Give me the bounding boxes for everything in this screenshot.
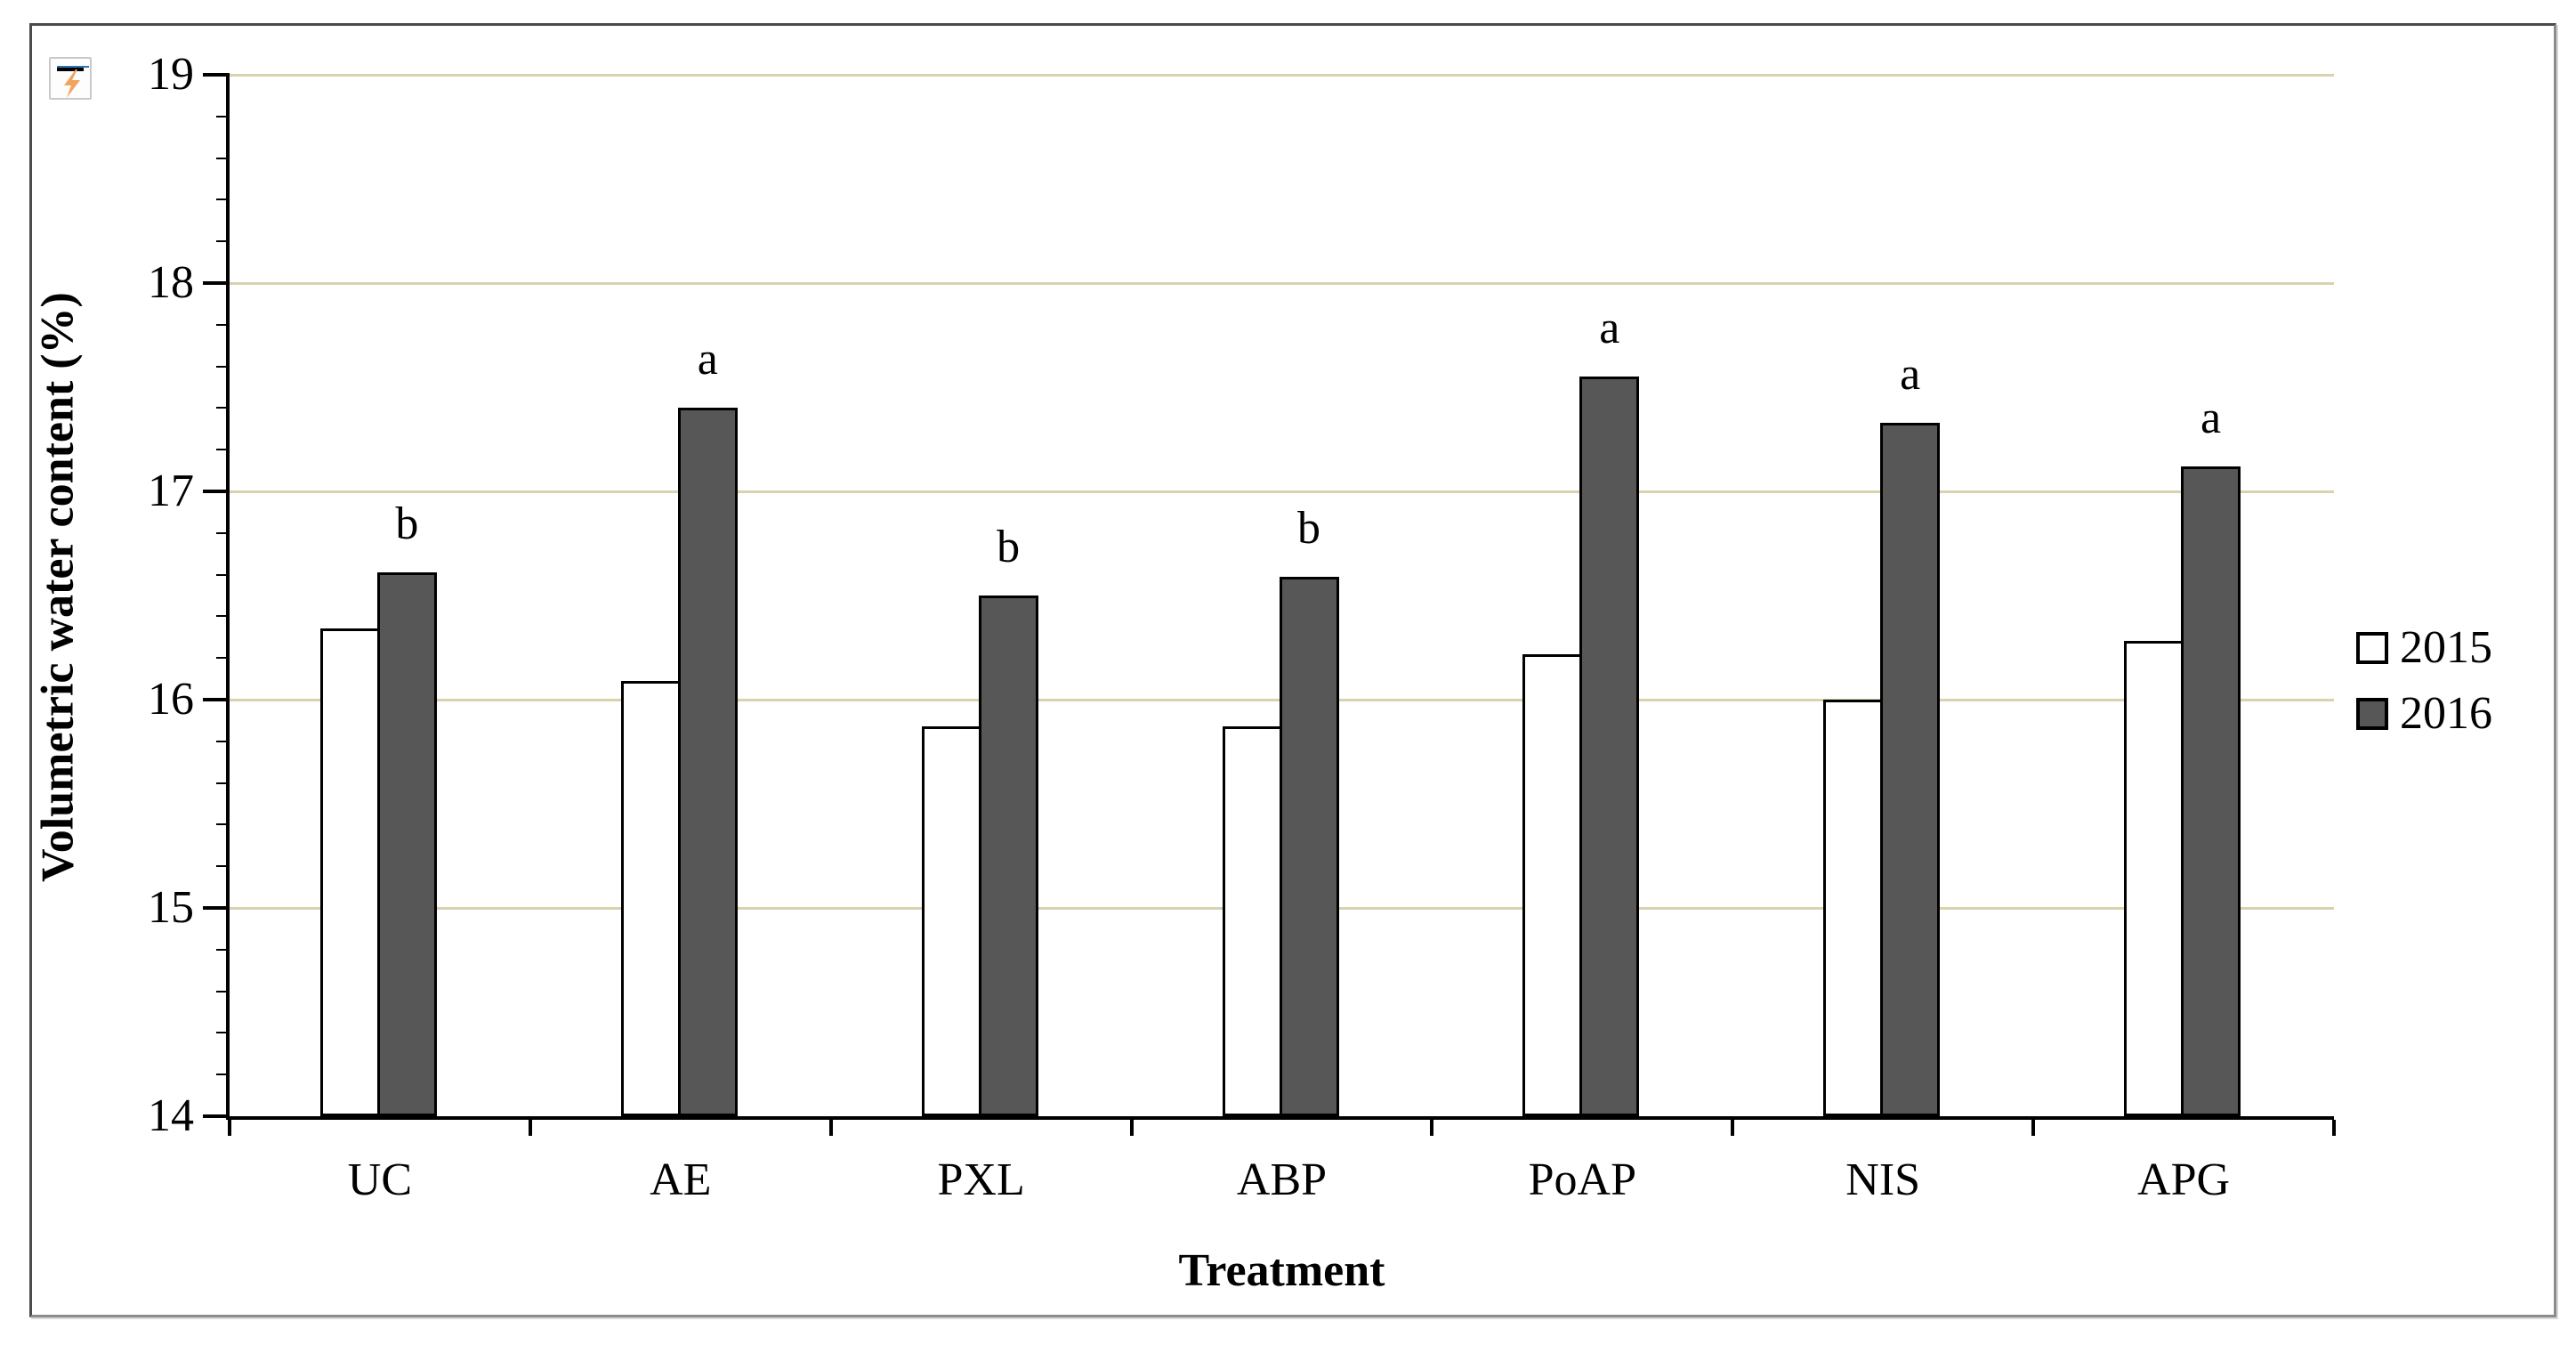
y-minor-tick xyxy=(216,365,230,368)
y-major-tick xyxy=(203,698,230,701)
bar-2016-PoAP xyxy=(1579,377,1640,1116)
y-minor-tick xyxy=(216,407,230,409)
bar-2015-PoAP xyxy=(1522,653,1583,1116)
lightning-bolt-icon xyxy=(64,69,80,98)
y-axis-line xyxy=(226,75,230,1120)
y-minor-tick xyxy=(216,615,230,618)
y-minor-tick xyxy=(216,1074,230,1076)
x-axis-category-label: PoAP xyxy=(1528,1155,1637,1205)
bar-2015-APG xyxy=(2124,641,2184,1116)
legend: 2015 2016 xyxy=(2356,625,2492,737)
y-axis-title: Volumetric water content (%) xyxy=(32,292,84,883)
significance-letter: b xyxy=(1297,502,1320,554)
y-major-tick xyxy=(203,73,230,77)
x-axis-category-label: PXL xyxy=(937,1155,1025,1205)
y-major-tick xyxy=(203,906,230,910)
bar-2016-UC xyxy=(376,572,437,1116)
significance-letter: a xyxy=(1900,348,1921,400)
x-axis-category-label: UC xyxy=(347,1155,413,1205)
significance-letter: a xyxy=(2201,392,2222,443)
bar-2015-PXL xyxy=(921,726,981,1116)
flash-fill-icon[interactable] xyxy=(49,57,92,100)
y-minor-tick xyxy=(216,240,230,243)
flash-fill-icon-blue-line xyxy=(57,66,89,68)
x-axis-tick xyxy=(2031,1120,2036,1136)
x-axis-tick xyxy=(828,1120,833,1136)
significance-letter: b xyxy=(395,498,419,550)
y-minor-tick xyxy=(216,948,230,951)
major-gridline xyxy=(230,73,2334,77)
x-axis-tick xyxy=(1129,1120,1134,1136)
bar-2015-ABP xyxy=(1222,726,1282,1116)
bar-2016-NIS xyxy=(1880,422,1941,1116)
bar-2015-NIS xyxy=(1823,700,1884,1116)
legend-marker-2016 xyxy=(2356,698,2388,730)
y-minor-tick xyxy=(216,782,230,784)
y-minor-tick xyxy=(216,531,230,534)
x-axis-category-label: AE xyxy=(650,1155,712,1205)
y-minor-tick xyxy=(216,115,230,117)
legend-label-2016: 2016 xyxy=(2400,688,2492,739)
y-minor-tick xyxy=(216,573,230,576)
y-minor-tick xyxy=(216,323,230,326)
chart-outer-border xyxy=(29,23,2556,1317)
significance-letter: a xyxy=(697,334,718,385)
x-axis-tick xyxy=(1430,1120,1434,1136)
y-axis-tick-label: 14 xyxy=(148,1090,194,1141)
y-axis-tick-label: 18 xyxy=(148,257,194,308)
y-minor-tick xyxy=(216,740,230,742)
x-axis-category-label: APG xyxy=(2137,1155,2231,1205)
y-major-tick xyxy=(203,1114,230,1118)
bar-2015-AE xyxy=(620,680,681,1116)
y-minor-tick xyxy=(216,990,230,993)
bar-2015-UC xyxy=(319,628,380,1116)
bar-2016-AE xyxy=(677,408,738,1116)
y-minor-tick xyxy=(216,449,230,451)
y-major-tick xyxy=(203,490,230,493)
y-minor-tick xyxy=(216,199,230,201)
bar-2016-ABP xyxy=(1279,576,1339,1116)
y-minor-tick xyxy=(216,865,230,868)
y-minor-tick xyxy=(216,823,230,826)
y-axis-tick-label: 19 xyxy=(148,49,194,100)
x-axis-line xyxy=(226,1116,2334,1120)
significance-letter: a xyxy=(1599,303,1620,354)
major-gridline xyxy=(230,281,2334,285)
y-major-tick xyxy=(203,281,230,285)
x-axis-tick xyxy=(1731,1120,1735,1136)
y-axis-tick-label: 15 xyxy=(148,882,194,933)
significance-letter: b xyxy=(997,522,1021,572)
legend-label-2015: 2015 xyxy=(2400,622,2492,673)
x-axis-tick xyxy=(228,1120,231,1136)
legend-item-2015: 2015 xyxy=(2356,625,2492,671)
bar-2016-PXL xyxy=(978,596,1038,1116)
y-minor-tick xyxy=(216,657,230,660)
x-axis-title: Treatment xyxy=(1178,1245,1385,1296)
y-minor-tick xyxy=(216,1032,230,1034)
x-axis-tick xyxy=(2332,1120,2336,1136)
legend-item-2016: 2016 xyxy=(2356,691,2492,737)
y-minor-tick xyxy=(216,157,230,159)
bar-2016-APG xyxy=(2181,466,2241,1116)
x-axis-category-label: ABP xyxy=(1236,1155,1328,1205)
legend-marker-2015 xyxy=(2356,632,2388,664)
x-axis-category-label: NIS xyxy=(1845,1155,1921,1205)
x-axis-tick xyxy=(528,1120,532,1136)
y-axis-tick-label: 17 xyxy=(148,466,194,516)
y-axis-tick-label: 16 xyxy=(148,674,194,725)
major-gridline xyxy=(230,490,2334,493)
